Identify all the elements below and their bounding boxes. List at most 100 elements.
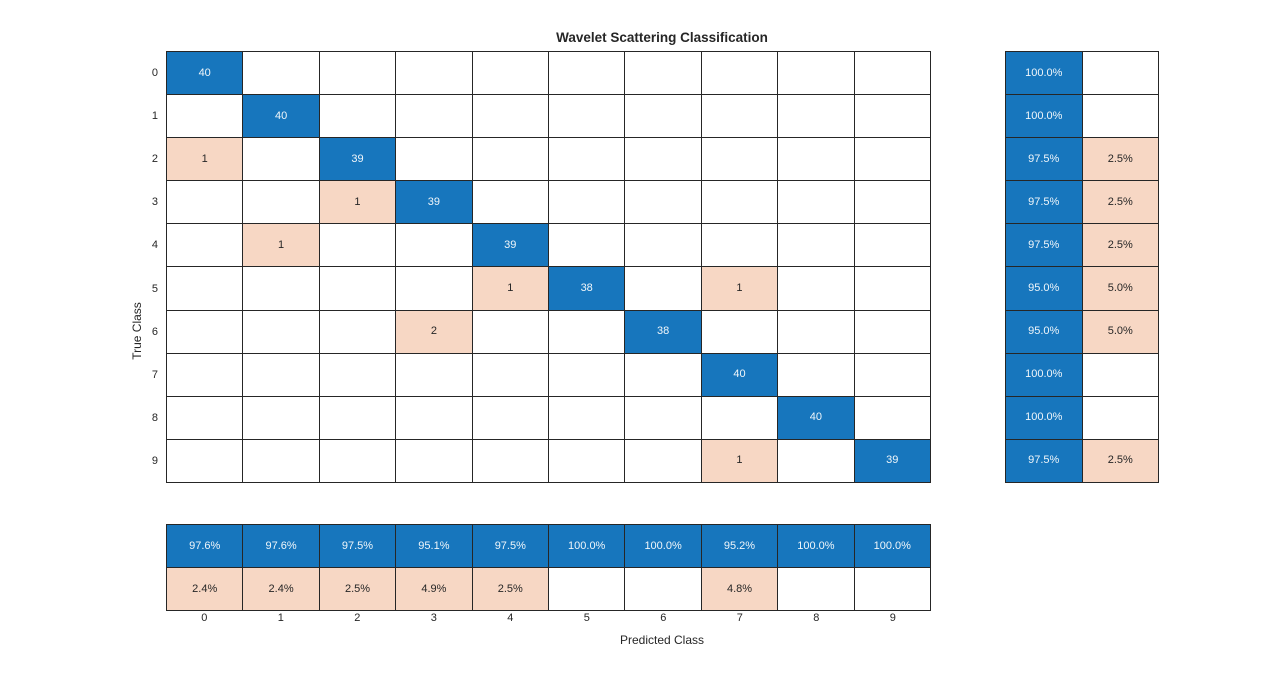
matrix-cell — [167, 439, 243, 482]
row-summary-correct-cell: 97.5% — [1006, 138, 1082, 181]
matrix-cell — [396, 224, 472, 267]
x-tick-label: 0 — [201, 612, 208, 624]
matrix-cell — [854, 95, 930, 138]
matrix-cell: 40 — [167, 52, 243, 95]
y-tick-label: 6 — [151, 325, 158, 338]
y-tick-label: 7 — [151, 368, 158, 381]
x-axis-label: Predicted Class — [619, 633, 705, 647]
row-summary-incorrect-cell — [1082, 396, 1158, 439]
y-tick-label: 4 — [151, 239, 158, 252]
col-summary-correct-cell: 97.6% — [243, 525, 319, 567]
matrix-cell: 39 — [472, 224, 548, 267]
matrix-cell — [625, 439, 701, 482]
row-summary-incorrect-cell: 2.5% — [1082, 181, 1158, 224]
matrix-cell — [167, 95, 243, 138]
matrix-cell — [625, 181, 701, 224]
matrix-cell — [396, 138, 472, 181]
matrix-cell — [472, 396, 548, 439]
matrix-cell — [396, 396, 472, 439]
x-tick-label: 2 — [354, 612, 361, 624]
matrix-cell — [778, 353, 854, 396]
y-tick-label: 0 — [151, 66, 158, 79]
matrix-cell — [778, 95, 854, 138]
x-tick-label: 8 — [813, 612, 820, 624]
matrix-cell — [472, 353, 548, 396]
matrix-cell — [854, 181, 930, 224]
col-summary-correct-cell: 100.0% — [549, 525, 625, 567]
col-summary-correct-cell: 97.5% — [472, 525, 548, 567]
matrix-cell — [319, 396, 396, 439]
matrix-cell — [778, 267, 854, 310]
x-tick-label: 7 — [736, 612, 743, 624]
matrix-cell: 2 — [396, 310, 472, 353]
matrix-cell — [625, 224, 701, 267]
row-summary-incorrect-cell: 5.0% — [1082, 267, 1158, 310]
chart-title: Wavelet Scattering Classification — [556, 30, 768, 45]
matrix-cell — [396, 95, 472, 138]
matrix-cell — [854, 396, 930, 439]
matrix-cell — [778, 181, 854, 224]
matrix-cell — [396, 267, 472, 310]
row-summary-correct-cell: 100.0% — [1006, 396, 1082, 439]
matrix-cell: 1 — [472, 267, 548, 310]
col-summary-incorrect-cell: 2.5% — [472, 568, 548, 610]
matrix-cell — [243, 396, 319, 439]
matrix-cell — [549, 439, 625, 482]
matrix-cell — [472, 181, 548, 224]
row-summary-incorrect-cell — [1082, 353, 1158, 396]
matrix-cell: 40 — [243, 95, 319, 138]
y-tick-label: 1 — [151, 109, 158, 122]
row-summary-correct-cell: 100.0% — [1006, 353, 1082, 396]
col-summary-incorrect-cell — [549, 568, 625, 610]
matrix-cell — [549, 353, 625, 396]
column-summary-grid: 97.6% 97.6% 97.5% 95.1% 97.5% 100.0% 100.0% 95.… — [166, 524, 931, 611]
matrix-cell — [319, 224, 396, 267]
matrix-cell — [243, 181, 319, 224]
row-summary-correct-cell: 95.0% — [1006, 310, 1082, 353]
matrix-cell — [625, 138, 701, 181]
matrix-cell — [854, 267, 930, 310]
matrix-cell — [549, 224, 625, 267]
row-summary-incorrect-cell: 5.0% — [1082, 310, 1158, 353]
col-summary-correct-cell: 100.0% — [625, 525, 701, 567]
matrix-cell — [319, 310, 396, 353]
matrix-cell — [625, 396, 701, 439]
col-summary-incorrect-cell: 2.4% — [167, 568, 243, 610]
matrix-cell — [701, 95, 778, 138]
matrix-cell: 39 — [319, 138, 396, 181]
matrix-cell — [243, 353, 319, 396]
matrix-cell — [701, 138, 778, 181]
row-summary-incorrect-cell — [1082, 95, 1158, 138]
matrix-cell — [319, 267, 396, 310]
matrix-cell — [854, 310, 930, 353]
col-summary-correct-cell: 100.0% — [854, 525, 930, 567]
matrix-cell — [778, 138, 854, 181]
matrix-cell — [854, 52, 930, 95]
col-summary-incorrect-cell — [854, 568, 930, 610]
matrix-cell: 38 — [625, 310, 701, 353]
matrix-cell — [472, 138, 548, 181]
matrix-cell — [625, 52, 701, 95]
matrix-cell — [167, 267, 243, 310]
confusion-matrix-grid: 40 40 1 39 1 39 1 39 1 38 1 2 38 40 40 1 39 — [166, 51, 931, 483]
matrix-cell — [625, 353, 701, 396]
x-tick-label: 9 — [889, 612, 896, 624]
matrix-cell — [549, 396, 625, 439]
matrix-cell — [472, 95, 548, 138]
matrix-cell — [854, 138, 930, 181]
x-axis-tick-labels: 0 1 2 3 4 5 6 7 8 9 — [166, 612, 931, 627]
matrix-cell — [319, 439, 396, 482]
matrix-cell — [167, 353, 243, 396]
matrix-cell — [778, 310, 854, 353]
matrix-cell — [243, 267, 319, 310]
matrix-cell — [701, 181, 778, 224]
col-summary-correct-cell: 97.6% — [167, 525, 243, 567]
matrix-cell — [549, 181, 625, 224]
matrix-cell — [625, 95, 701, 138]
row-summary-correct-cell: 100.0% — [1006, 52, 1082, 95]
matrix-cell — [854, 353, 930, 396]
matrix-cell — [701, 310, 778, 353]
row-summary-correct-cell: 97.5% — [1006, 439, 1082, 482]
matrix-cell — [472, 52, 548, 95]
